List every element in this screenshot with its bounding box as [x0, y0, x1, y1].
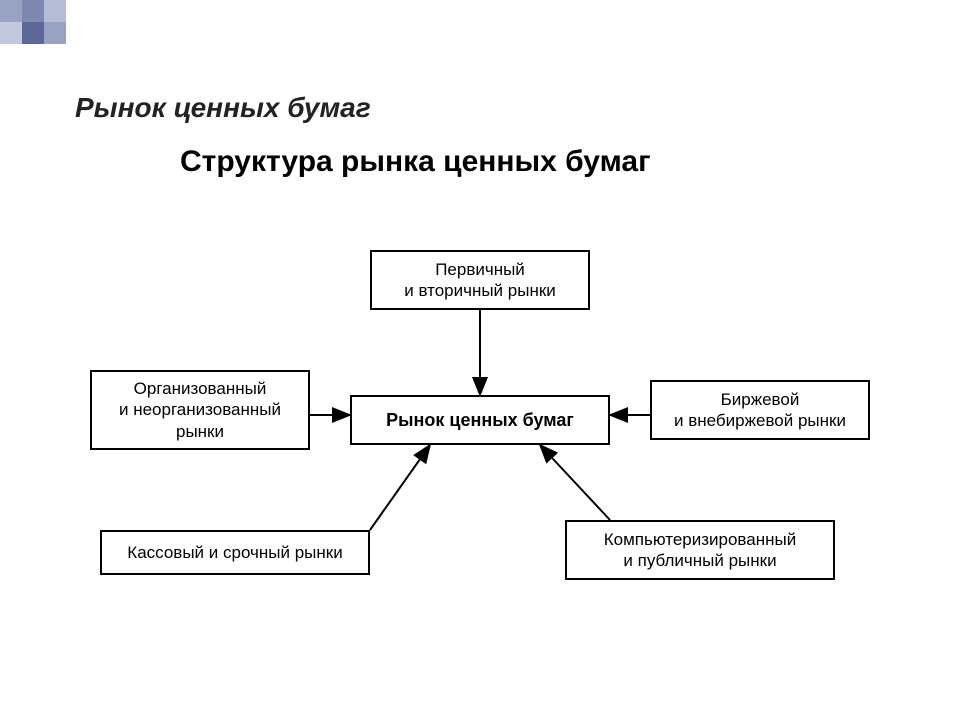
decor-square — [22, 0, 44, 22]
node-bright: Компьютеризированныйи публичный рынки — [565, 520, 835, 580]
page-title: Рынок ценных бумаг — [75, 92, 371, 124]
node-top: Первичныйи вторичный рынки — [370, 250, 590, 310]
diagram-title: Структура рынка ценных бумаг — [180, 145, 651, 179]
node-bleft: Кассовый и срочный рынки — [100, 530, 370, 575]
decor-square — [44, 0, 66, 22]
decor-square — [0, 22, 22, 44]
decor-square — [22, 22, 44, 44]
node-right: Биржевойи внебиржевой рынки — [650, 380, 870, 440]
node-center: Рынок ценных бумаг — [350, 395, 610, 445]
structure-diagram: Рынок ценных бумаг Первичныйи вторичный р… — [70, 230, 890, 630]
edge-bright-to-center — [540, 445, 610, 520]
decor-square — [0, 0, 22, 22]
edge-bleft-to-center — [370, 445, 430, 530]
node-left: Организованныйи неорганизованныйрынки — [90, 370, 310, 450]
decor-square — [44, 22, 66, 44]
